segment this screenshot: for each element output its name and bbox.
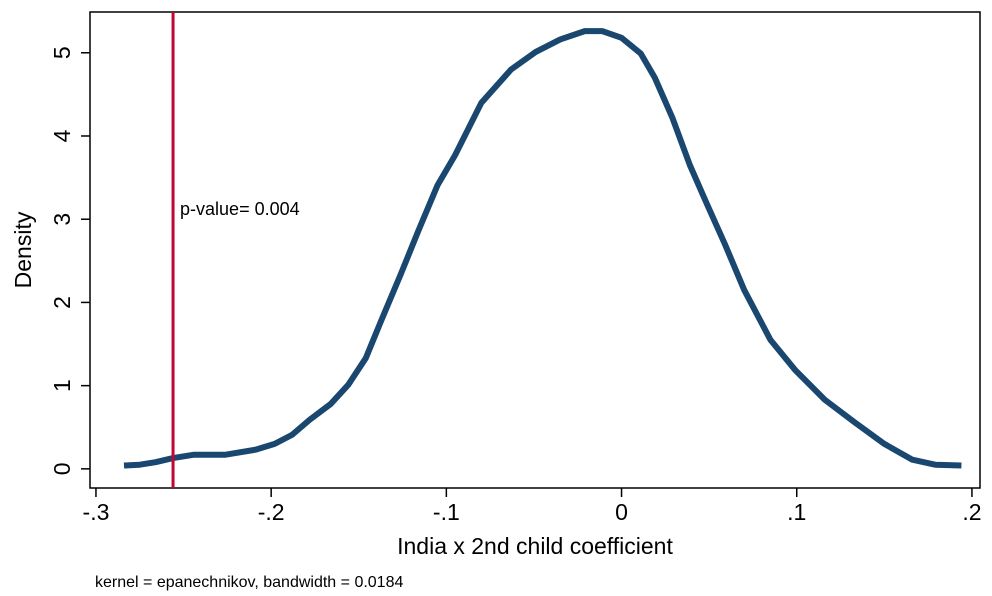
y-tick-label: 5 — [49, 46, 75, 59]
x-tick-label: -.3 — [83, 499, 110, 525]
y-tick-label: 1 — [49, 379, 75, 392]
note: kernel = epanechnikov, bandwidth = 0.018… — [95, 574, 403, 591]
y-axis-label: Density — [10, 211, 36, 288]
x-tick-label: -.2 — [258, 499, 285, 525]
y-tick-label: 4 — [49, 129, 75, 142]
x-tick-label: .1 — [787, 499, 806, 525]
x-tick-label: 0 — [615, 499, 628, 525]
y-tick-label: 2 — [49, 296, 75, 309]
x-tick-label: -.1 — [433, 499, 460, 525]
annotation: p-value= 0.004 — [180, 199, 300, 219]
density-line — [123, 28, 962, 469]
x-tick-label: .2 — [962, 499, 981, 525]
y-tick-label: 0 — [49, 462, 75, 475]
x-axis-label: India x 2nd child coefficient — [397, 533, 673, 559]
y-tick-label: 3 — [49, 213, 75, 226]
